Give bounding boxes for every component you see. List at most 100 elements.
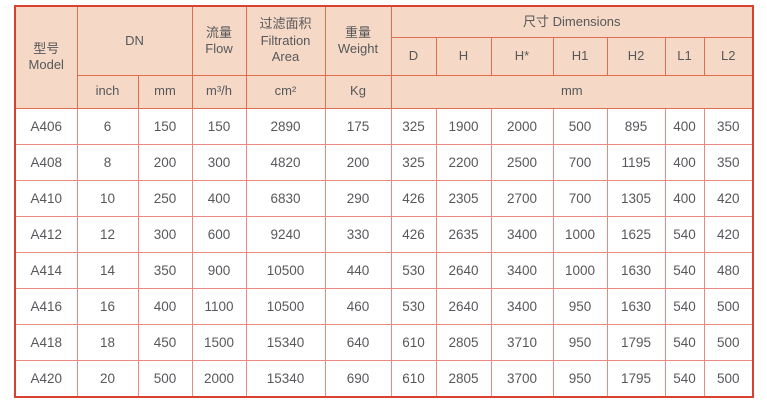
value-cell: 350	[703, 107, 755, 145]
header-dim-h1: H1	[552, 36, 608, 76]
value-cell: 1630	[606, 287, 666, 325]
value-cell: 400	[664, 143, 705, 181]
value-cell: 530	[390, 251, 437, 289]
value-cell: 330	[324, 215, 392, 253]
value-cell: 1100	[191, 287, 247, 325]
value-cell: 1000	[552, 215, 608, 253]
header-row-units: inch mm m³/h cm² Kg mm	[15, 74, 754, 109]
value-cell: 2000	[191, 359, 247, 398]
value-cell: 500	[703, 359, 755, 398]
value-cell: 3400	[490, 215, 554, 253]
value-cell: 450	[137, 323, 193, 361]
model-cell: A408	[14, 143, 78, 181]
value-cell: 18	[76, 323, 139, 361]
value-cell: 610	[390, 323, 437, 361]
table-row: A406 6 150 150 2890 175 325 1900 2000 500 895 400 35…	[14, 107, 755, 145]
header-filtration-area: 过滤面积 Filtration Area	[245, 5, 326, 76]
value-cell: 8	[76, 143, 139, 181]
value-cell: 500	[703, 323, 755, 361]
value-cell: 530	[390, 287, 437, 325]
value-cell: 400	[664, 179, 705, 217]
value-cell: 400	[664, 107, 705, 145]
value-cell: 900	[191, 251, 247, 289]
header-dim-l2: L2	[703, 36, 754, 76]
value-cell: 15340	[245, 359, 326, 398]
unit-filtration: cm²	[245, 74, 326, 109]
value-cell: 14	[76, 251, 139, 289]
value-cell: 1900	[435, 107, 492, 145]
header-dimensions: 尺寸 Dimensions	[390, 5, 754, 38]
value-cell: 400	[137, 287, 193, 325]
value-cell: 426	[390, 179, 437, 217]
header-dim-d: D	[390, 36, 437, 76]
value-cell: 2890	[245, 107, 326, 145]
header-flow: 流量 Flow	[191, 5, 247, 76]
value-cell: 150	[137, 107, 193, 145]
model-cell: A420	[14, 359, 78, 398]
value-cell: 1000	[552, 251, 608, 289]
model-cell: A410	[14, 179, 78, 217]
value-cell: 1795	[606, 359, 666, 398]
value-cell: 895	[606, 107, 666, 145]
value-cell: 1195	[606, 143, 666, 181]
value-cell: 15340	[245, 323, 326, 361]
value-cell: 250	[137, 179, 193, 217]
value-cell: 3400	[490, 287, 554, 325]
value-cell: 420	[703, 215, 755, 253]
unit-inch: inch	[76, 74, 139, 109]
value-cell: 3710	[490, 323, 554, 361]
value-cell: 610	[390, 359, 437, 398]
value-cell: 700	[552, 179, 608, 217]
model-cell: A416	[14, 287, 78, 325]
table-row: A408 8 200 300 4820 200 325 2200 2500 700 1195 400 3…	[14, 143, 755, 181]
value-cell: 2305	[435, 179, 492, 217]
value-cell: 175	[324, 107, 392, 145]
unit-flow: m³/h	[191, 74, 247, 109]
header-dim-h: H	[435, 36, 492, 76]
value-cell: 150	[191, 107, 247, 145]
value-cell: 2635	[435, 215, 492, 253]
value-cell: 350	[137, 251, 193, 289]
value-cell: 460	[324, 287, 392, 325]
table-row: A410 10 250 400 6830 290 426 2305 2700 700 1305 400…	[14, 179, 755, 217]
header-dim-hstar: H*	[490, 36, 554, 76]
value-cell: 300	[137, 215, 193, 253]
value-cell: 2640	[435, 251, 492, 289]
header-row-1: 型号 Model DN 流量 Flow 过滤面积 Filtration Area…	[14, 5, 754, 109]
value-cell: 325	[390, 143, 437, 181]
value-cell: 500	[137, 359, 193, 398]
value-cell: 3700	[490, 359, 554, 398]
value-cell: 950	[552, 323, 608, 361]
value-cell: 440	[324, 251, 392, 289]
model-cell: A414	[14, 251, 78, 289]
value-cell: 2000	[490, 107, 554, 145]
model-cell: A406	[14, 107, 78, 145]
value-cell: 12	[76, 215, 139, 253]
value-cell: 500	[552, 107, 608, 145]
value-cell: 4820	[245, 143, 326, 181]
value-cell: 16	[76, 287, 139, 325]
header-dim-l1: L1	[664, 36, 705, 76]
table-row: A414 14 350 900 10500 440 530 2640 3400 1000 1630 5…	[14, 251, 755, 289]
value-cell: 2200	[435, 143, 492, 181]
value-cell: 3400	[490, 251, 554, 289]
value-cell: 540	[664, 359, 705, 398]
value-cell: 400	[191, 179, 247, 217]
header-dn: DN	[76, 5, 193, 76]
value-cell: 300	[191, 143, 247, 181]
value-cell: 1500	[191, 323, 247, 361]
value-cell: 600	[191, 215, 247, 253]
value-cell: 700	[552, 143, 608, 181]
value-cell: 20	[76, 359, 139, 398]
value-cell: 690	[324, 359, 392, 398]
value-cell: 290	[324, 179, 392, 217]
value-cell: 350	[703, 143, 755, 181]
value-cell: 640	[324, 323, 392, 361]
unit-dimensions: mm	[390, 74, 754, 109]
value-cell: 1630	[606, 251, 666, 289]
value-cell: 2805	[435, 359, 492, 398]
value-cell: 1625	[606, 215, 666, 253]
table-row: A412 12 300 600 9240 330 426 2635 3400 1000 1625 54…	[14, 215, 755, 253]
model-cell: A412	[14, 215, 78, 253]
